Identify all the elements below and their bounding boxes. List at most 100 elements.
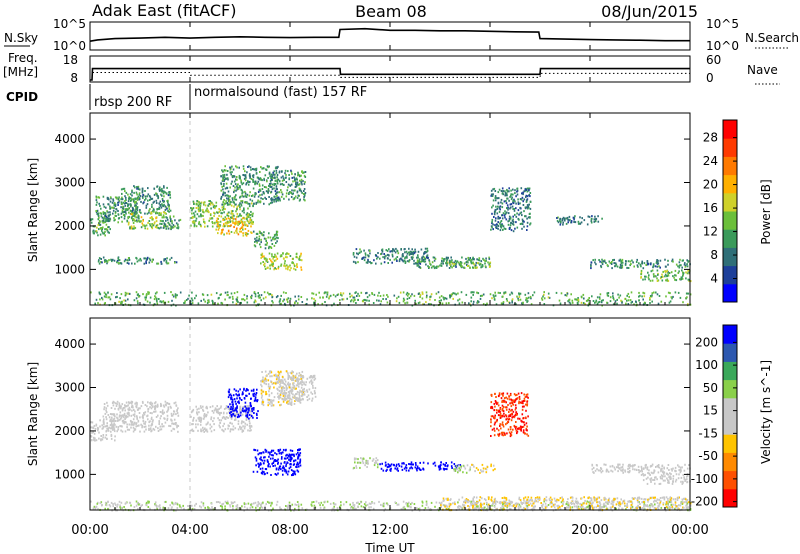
scatter-cell-10: [480, 470, 483, 473]
scatter-cell-1: [105, 407, 108, 410]
scatter-cell-6: [220, 215, 223, 218]
scatter-cell-11: [265, 240, 267, 242]
scatter-cell-4: [281, 469, 284, 472]
scatter-cell-8: [264, 196, 266, 199]
scatter-cell-4: [170, 218, 172, 221]
scatter-cell-4: [269, 457, 272, 460]
scatter-cell-19: [497, 291, 500, 294]
scatter-cell-2: [212, 411, 215, 414]
scatter-cell-12: [354, 261, 357, 264]
scatter-cell-17: [594, 258, 596, 261]
scatter-cell-17: [652, 265, 655, 268]
scatter-cell-1: [138, 424, 140, 427]
scatter-cell-6: [243, 211, 245, 214]
cpid-label: CPID: [6, 90, 38, 104]
scatter-cell-0: [102, 436, 104, 439]
scatter-cell-15: [500, 198, 503, 201]
scatter-cell-8: [397, 469, 399, 472]
scatter-cell-6: [200, 213, 202, 216]
scatter-cell-19: [493, 295, 495, 298]
scatter-cell-1: [113, 430, 116, 433]
scatter-cell-6: [239, 213, 241, 216]
scatter-cell-4: [278, 467, 281, 469]
scatter-cell-4: [161, 220, 163, 223]
scatter-cell-19: [642, 291, 644, 294]
scatter-cell-7: [377, 463, 379, 466]
scatter-cell-4: [168, 223, 171, 226]
scatter-cell-19: [175, 296, 177, 299]
scatter-cell-6: [236, 206, 238, 209]
scatter-cell-3: [132, 218, 134, 221]
scatter-cell-8: [225, 177, 227, 180]
scatter-cell-1: [132, 423, 135, 426]
scatter-cell-5: [297, 398, 300, 400]
scatter-cell-2: [132, 208, 135, 211]
scatter-cell-3: [256, 388, 258, 391]
scatter-cell-11: [520, 402, 523, 404]
scatter-cell-16: [565, 222, 568, 225]
scatter-cell-19: [437, 291, 440, 294]
scatter-cell-11: [257, 239, 260, 242]
scatter-cell-9: [275, 169, 278, 172]
scatter-cell-2: [230, 409, 233, 412]
scatter-cell-19: [326, 291, 329, 294]
scatter-cell-4: [172, 224, 175, 227]
scatter-cell-19: [258, 296, 260, 299]
scatter-cell-7: [237, 222, 239, 225]
scatter-cell-6: [207, 209, 209, 212]
scatter-cell-13: [422, 258, 425, 261]
scatter-cell-4: [291, 449, 294, 452]
scatter-cell-6: [203, 201, 206, 204]
scatter-cell-8: [416, 465, 419, 468]
scatter-cell-13: [467, 256, 469, 259]
scatter-cell-9: [285, 176, 287, 179]
scatter-cell-19: [266, 291, 269, 294]
scatter-cell-10: [275, 268, 277, 270]
scatter-cell-16: [567, 221, 569, 224]
scatter-cell-5: [167, 262, 170, 265]
scatter-cell-4: [255, 457, 258, 460]
colorbar-swatch: [723, 283, 737, 303]
scatter-cell-11: [501, 423, 503, 426]
scatter-cell-19: [194, 297, 196, 300]
scatter-cell-9: [468, 469, 471, 472]
scatter-cell-2: [192, 430, 194, 432]
scatter-cell-11: [495, 396, 497, 398]
scatter-cell-10: [277, 267, 280, 270]
scatter-cell-19: [609, 300, 612, 303]
scatter-cell-8: [229, 195, 231, 198]
scatter-cell-17: [601, 258, 603, 261]
scatter-cell-18: [644, 278, 646, 281]
scatter-cell-17: [686, 263, 688, 266]
scatter-cell-6: [314, 377, 317, 380]
scatter-cell-3: [232, 409, 234, 412]
scatter-cell-12: [379, 257, 381, 260]
scatter-cell-15: [500, 224, 502, 226]
scatter-cell-2: [244, 425, 246, 428]
scatter-cell-8: [250, 178, 253, 180]
scatter-cell-1: [118, 404, 121, 407]
scatter-cell-14: [474, 266, 476, 269]
scatter-cell-11: [494, 400, 497, 402]
scatter-cell-17: [598, 259, 600, 261]
scatter-cell-12: [369, 261, 371, 263]
scatter-cell-19: [441, 302, 444, 305]
scatter-cell-2: [136, 208, 138, 211]
scatter-cell-6: [216, 225, 218, 228]
scatter-cell-6: [293, 376, 295, 379]
scatter-cell-3: [150, 226, 153, 228]
scatter-cell-10: [268, 258, 271, 260]
scatter-cell-12: [407, 260, 409, 263]
scatter-cell-9: [300, 174, 302, 177]
scatter-cell-8: [270, 186, 273, 188]
scatter-cell-8: [405, 469, 408, 472]
scatter-cell-15: [497, 221, 499, 224]
scatter-cell-6: [193, 214, 196, 217]
scatter-cell-3: [245, 407, 248, 410]
scatter-cell-4: [176, 226, 178, 229]
scatter-cell-12: [385, 254, 387, 257]
scatter-cell-6: [209, 217, 211, 220]
scatter-cell-1: [98, 196, 101, 199]
scatter-cell-11: [268, 247, 270, 250]
scatter-cell-15: [514, 200, 516, 203]
